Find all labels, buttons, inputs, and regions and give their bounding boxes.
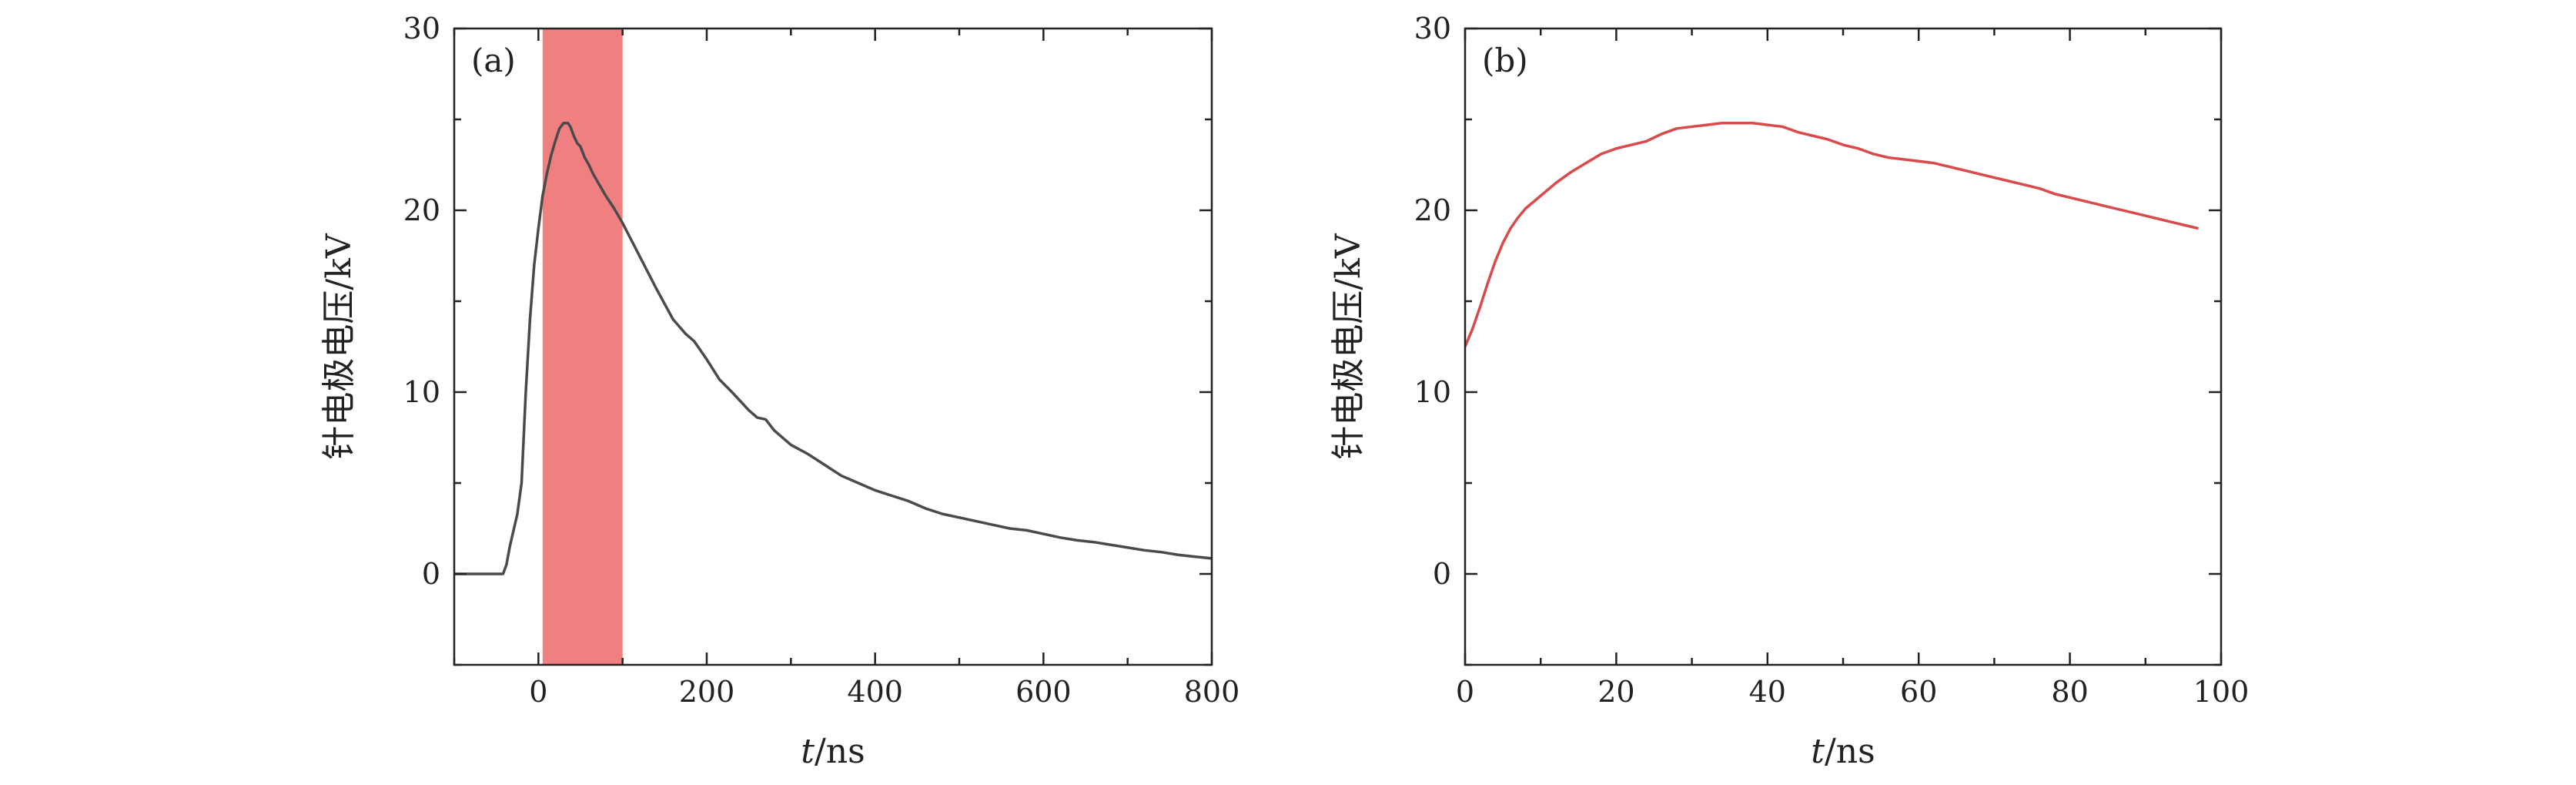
- y-axis-title: 针电极电压/kV: [319, 233, 359, 459]
- panel-label: (a): [471, 42, 516, 79]
- panel-label: (b): [1482, 42, 1528, 79]
- x-tick-label: 600: [1015, 675, 1072, 709]
- x-tick-label: 800: [1184, 675, 1240, 709]
- y-axis-title: 针电极电压/kV: [1329, 233, 1368, 459]
- highlight-span: [542, 29, 623, 665]
- x-tick-label: 100: [2193, 675, 2250, 709]
- y-tick-label: 10: [1414, 375, 1451, 409]
- series-line: [454, 121, 1212, 575]
- y-tick-label: 0: [1433, 557, 1451, 591]
- x-tick-label: 40: [1749, 675, 1786, 709]
- x-tick-label: 0: [529, 675, 547, 709]
- y-tick-label: 20: [403, 193, 440, 227]
- series-line: [1465, 121, 2199, 347]
- x-axis-title: t/ns: [1811, 732, 1875, 771]
- plot-frame: [1464, 27, 2223, 666]
- y-tick-label: 10: [403, 375, 440, 409]
- y-tick-label: 30: [403, 12, 440, 45]
- x-tick-label: 20: [1597, 675, 1634, 709]
- x-axis-title: t/ns: [801, 732, 865, 771]
- y-tick-label: 20: [1414, 193, 1451, 227]
- plot-frame: [453, 27, 1213, 666]
- panel-b: 0 20 40 60 80 100 0 10 20 30 (b) t/ns 针电极电压/kV: [1329, 12, 2249, 771]
- x-tick-label: 0: [1456, 675, 1474, 709]
- x-tick-label: 400: [847, 675, 903, 709]
- y-tick-label: 30: [1414, 12, 1451, 45]
- x-tick-label: 200: [679, 675, 735, 709]
- panel-a: 0 200 400 600 800 0 10 20 30 (a) t/ns 针电极电压/kV: [319, 12, 1239, 771]
- x-tick-label: 80: [2051, 675, 2088, 709]
- y-tick-label: 0: [422, 557, 440, 591]
- x-tick-label: 60: [1900, 675, 1937, 709]
